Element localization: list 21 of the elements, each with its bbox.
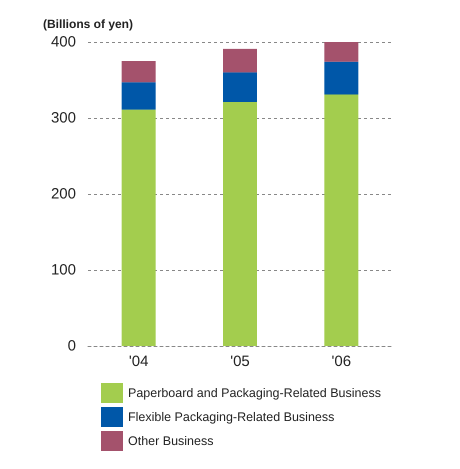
bar: [223, 102, 257, 346]
bar: [223, 72, 257, 102]
y-tick-label: 400: [50, 34, 76, 50]
x-tick-label: '04: [128, 353, 148, 370]
bar: [122, 61, 156, 82]
bar: [223, 48, 257, 72]
y-tick-label: 200: [50, 186, 76, 202]
bar: [324, 62, 358, 94]
y-tick-label: 300: [50, 110, 76, 126]
legend-label: Flexible Packaging-Related Business: [128, 410, 334, 424]
bar: [122, 110, 156, 346]
bar: [122, 82, 156, 110]
x-tick-label: '06: [332, 353, 352, 370]
y-tick-label: 0: [68, 338, 76, 354]
bar: [324, 94, 358, 346]
legend-label: Other Business: [128, 434, 214, 448]
x-tick-label: '05: [230, 353, 250, 370]
y-axis-title: (Billions of yen): [43, 17, 134, 31]
bar: [324, 42, 358, 62]
legend-label: Paperboard and Packaging-Related Business: [128, 386, 381, 400]
y-tick-label: 100: [50, 262, 76, 278]
